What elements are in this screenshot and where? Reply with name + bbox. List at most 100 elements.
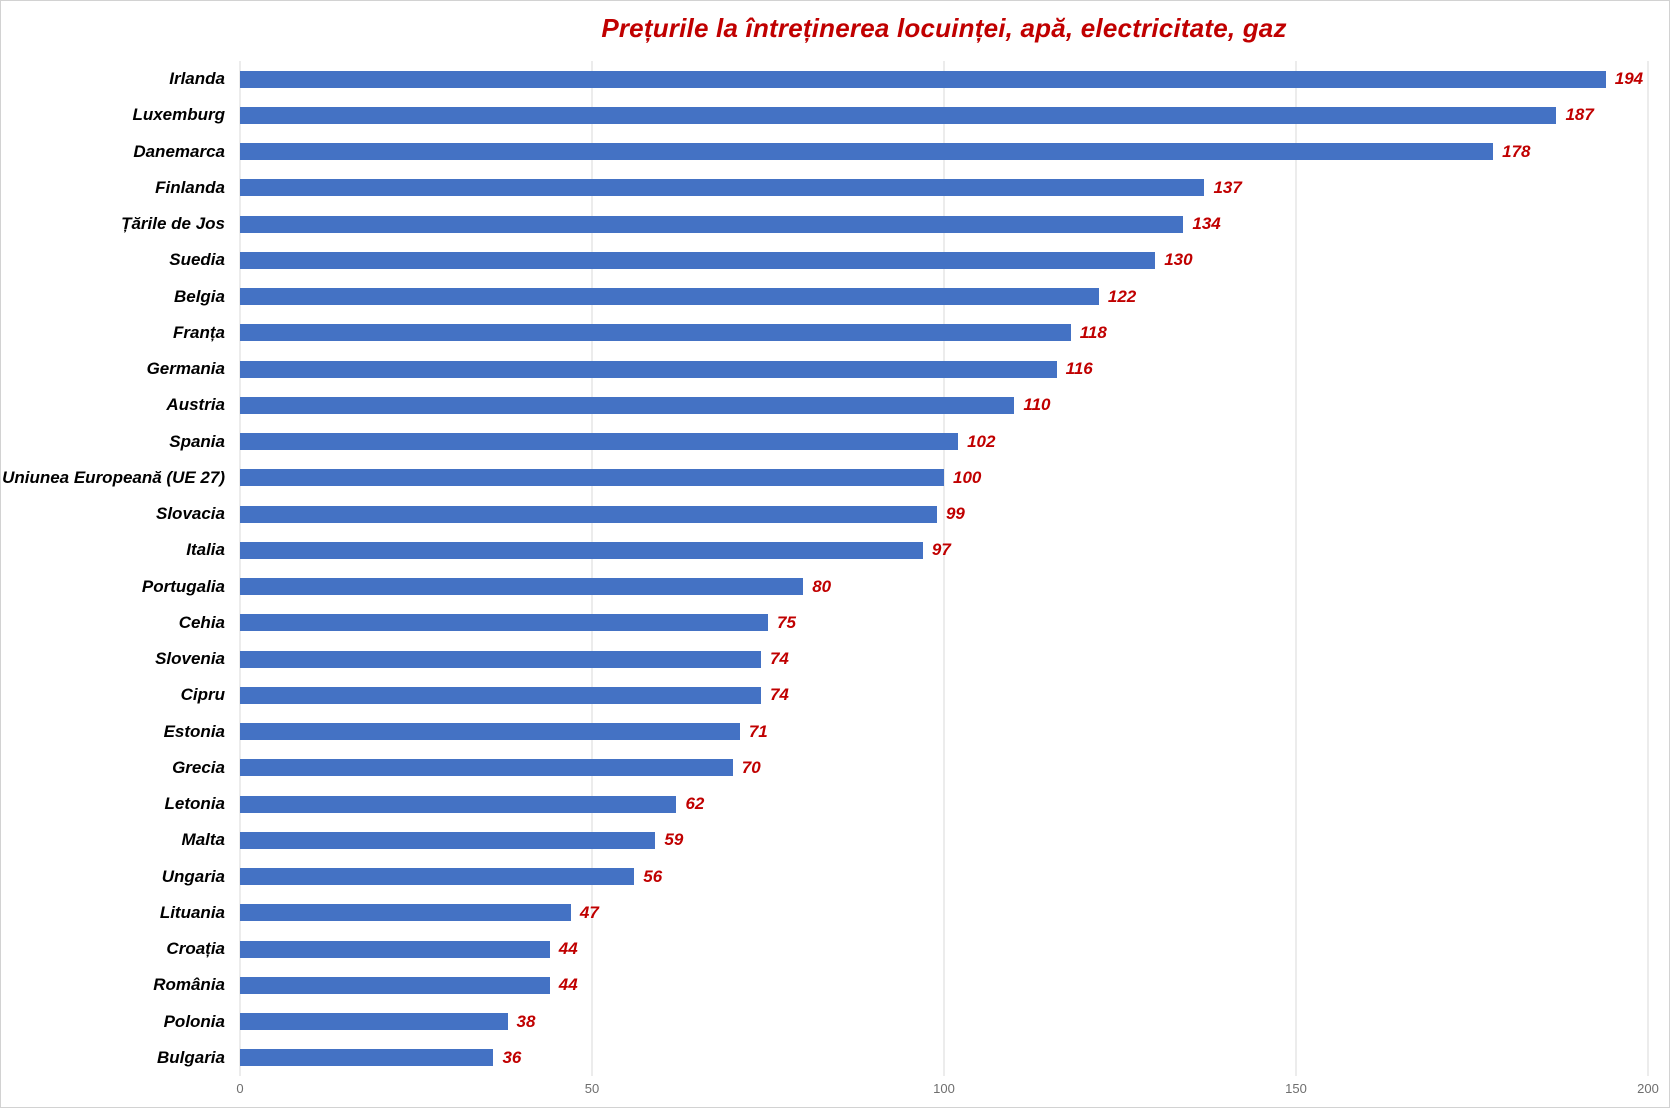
value-label: 74 [769, 649, 789, 669]
bar-track: 74 [240, 649, 1648, 669]
plot-area [239, 61, 1649, 1076]
value-label: 178 [1502, 141, 1531, 161]
x-tick-label: 0 [236, 1081, 244, 1096]
bar-track: 102 [240, 432, 1648, 451]
value-label: 44 [558, 939, 578, 959]
value-label: 47 [579, 902, 599, 922]
value-label: 116 [1065, 359, 1093, 379]
category-label: Germania [146, 359, 225, 379]
bar [240, 940, 550, 958]
bar-row: Lituania 47 [1, 895, 1648, 931]
value-label: 44 [558, 975, 578, 995]
bar-row: Danemarca 178 [1, 134, 1648, 170]
category-label: Danemarca [133, 141, 225, 161]
bar-row: Spania 102 [1, 424, 1648, 460]
value-label: 36 [502, 1047, 522, 1067]
bar-track: 122 [240, 286, 1648, 306]
gridline [943, 61, 945, 1076]
x-tick-label: 100 [933, 1081, 955, 1096]
bar-row: Bulgaria 36 [1, 1040, 1648, 1076]
bar [240, 360, 1057, 378]
bar-row: Germania 116 [1, 351, 1648, 387]
category-label: Estonia [163, 721, 225, 741]
bar-row: Cehia 75 [1, 605, 1648, 641]
bar [240, 578, 804, 596]
bar-track: 47 [240, 902, 1648, 922]
bar-track: 71 [240, 721, 1648, 741]
bar-row: Polonia 38 [1, 1004, 1648, 1040]
bar-track: 70 [240, 757, 1648, 777]
bar-row: Țările de Jos 134 [1, 206, 1648, 242]
bar [240, 179, 1205, 197]
bar-track: 97 [240, 540, 1648, 560]
value-label: 100 [953, 467, 982, 487]
value-label: 118 [1079, 322, 1107, 342]
bar-track: 194 [240, 69, 1648, 88]
gridline [1647, 61, 1649, 1076]
category-label: Luxemburg [132, 105, 225, 125]
bar-row: Irlanda 194 [1, 61, 1648, 97]
x-axis: 0 50 100 150 200 [236, 1081, 1658, 1101]
category-label: Letonia [164, 794, 225, 814]
value-label: 71 [748, 721, 768, 741]
bar-row: Malta 59 [1, 822, 1648, 858]
value-label: 75 [777, 612, 796, 632]
bar-row: Franța 118 [1, 315, 1648, 351]
bar-row: Italia 97 [1, 532, 1648, 568]
bar-row: Slovacia 99 [1, 496, 1648, 532]
bar-row: Luxemburg 187 [1, 97, 1648, 133]
bar-track: 130 [240, 250, 1648, 269]
value-label: 59 [664, 830, 684, 850]
bar-track: 44 [240, 975, 1648, 995]
value-label: 110 [1023, 395, 1051, 415]
bar [240, 251, 1156, 269]
chart-title: Prețurile la întreținerea locuinței, apă… [601, 13, 1287, 43]
bar [240, 904, 571, 922]
bar-row: Austria 110 [1, 387, 1648, 423]
value-label: 38 [516, 1011, 536, 1031]
value-label: 97 [931, 540, 951, 560]
category-label: Bulgaria [156, 1047, 225, 1067]
bar-row: Belgia 122 [1, 279, 1648, 315]
value-label: 74 [769, 685, 789, 705]
bar [240, 614, 768, 632]
value-label: 122 [1107, 286, 1137, 306]
category-label: Lituania [159, 902, 225, 922]
bar-track: 59 [240, 830, 1648, 850]
category-label: Cipru [180, 685, 225, 705]
bar-track: 100 [240, 467, 1648, 487]
bar [240, 469, 944, 487]
bar-row: Ungaria 56 [1, 859, 1648, 895]
category-label: Grecia [172, 757, 225, 777]
bar-row: Croația 44 [1, 931, 1648, 967]
bar [240, 143, 1494, 161]
bar-track: 134 [240, 214, 1648, 233]
value-label: 70 [741, 757, 761, 777]
x-tick-label: 200 [1637, 1081, 1659, 1096]
bar [240, 215, 1184, 233]
category-label: Croația [166, 939, 225, 959]
category-label: Cehia [178, 612, 225, 632]
category-label: Franța [173, 322, 225, 342]
category-label: Uniunea Europeană (UE 27) [2, 467, 225, 487]
gridline [1295, 61, 1297, 1076]
bar-row: Portugalia 80 [1, 569, 1648, 605]
category-label: Țările de Jos [121, 214, 225, 234]
bar-row: Finlanda 137 [1, 170, 1648, 206]
gridline [239, 61, 241, 1076]
category-label: Suedia [169, 250, 225, 270]
category-label: Malta [181, 830, 225, 850]
bar-rows: Irlanda 194 Luxemburg 187 Danemarca 178 … [1, 61, 1648, 1076]
category-label: Slovenia [155, 649, 225, 669]
category-label: Belgia [173, 286, 225, 306]
category-label: România [153, 975, 225, 995]
bar [240, 396, 1015, 414]
bar [240, 650, 761, 668]
bar [240, 1013, 508, 1031]
bar-row: România 44 [1, 967, 1648, 1003]
value-label: 56 [643, 866, 663, 886]
bar [240, 976, 550, 994]
value-label: 137 [1213, 177, 1242, 197]
bar [240, 795, 677, 813]
